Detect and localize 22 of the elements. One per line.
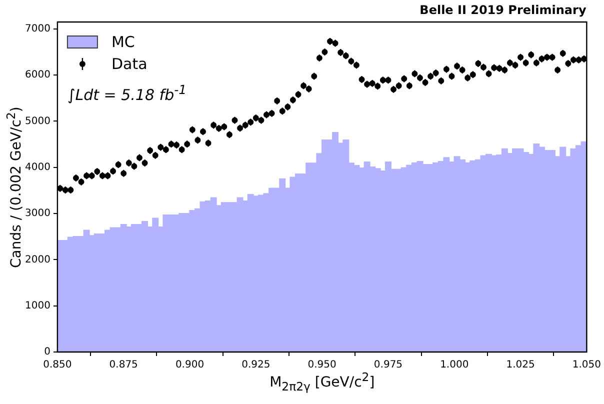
- y-tick-label: 6000: [24, 70, 50, 81]
- x-tick-label: 0.850: [43, 360, 72, 371]
- x-axis-title: M$_{2π2γ}$ [GeV/c$^{2}$]: [270, 370, 375, 394]
- chart-title: Belle II 2019 Preliminary: [420, 3, 586, 17]
- y-tick-label: 7000: [24, 24, 50, 35]
- legend-label: MC: [111, 32, 135, 51]
- x-tick-label: 0.950: [308, 360, 336, 371]
- legend-label: Data: [111, 54, 148, 73]
- x-tick-label: 1.050: [572, 360, 602, 371]
- x-tick-label: 0.975: [374, 360, 403, 371]
- x-tick-label: 0.925: [242, 360, 270, 371]
- y-tick-label: 0: [44, 346, 50, 358]
- x-tick-label: 1.000: [440, 360, 469, 371]
- y-tick-label: 2000: [24, 254, 50, 266]
- y-tick-label: 3000: [24, 208, 50, 220]
- x-tick-label: 1.025: [506, 360, 535, 371]
- annotation: ∫Ldt = 5.18 fb$^{-1}$: [67, 82, 187, 104]
- x-tick-label: 0.900: [175, 360, 204, 371]
- y-tick-label: 5000: [24, 116, 50, 127]
- y-tick-label: 4000: [24, 162, 50, 173]
- y-tick-label: 1000: [24, 300, 50, 312]
- x-tick-label: 0.875: [109, 360, 138, 371]
